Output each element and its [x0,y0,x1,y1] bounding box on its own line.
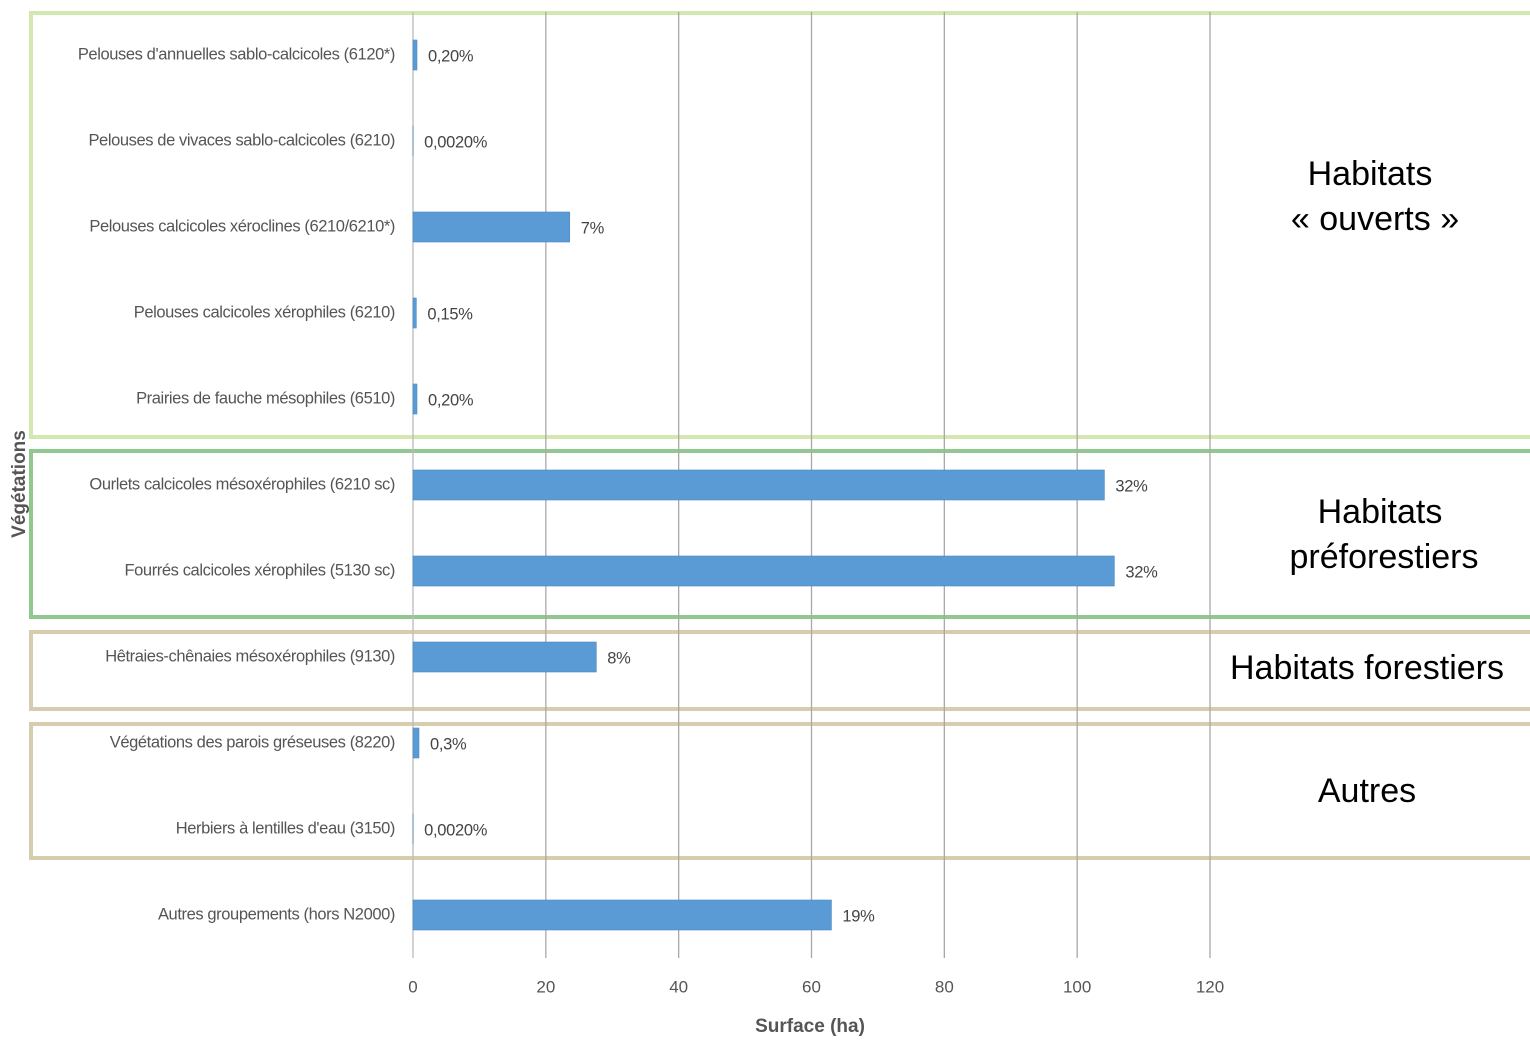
bar [412,641,597,673]
x-tick-label: 60 [802,977,821,996]
bar [412,555,1115,587]
bar-percent-label: 0,15% [427,305,473,323]
x-tick-label: 120 [1196,977,1224,996]
y-tick-label: Pelouses calcicoles xérophiles (6210) [134,303,395,321]
bar-percent-label: 32% [1125,563,1158,581]
bar-percent-label: 19% [842,907,875,925]
x-tick-label: 80 [935,977,954,996]
group-box [29,630,1530,711]
y-tick-label: Pelouses de vivaces sablo-calcicoles (62… [88,131,395,149]
y-tick-label: Prairies de fauche mésophiles (6510) [136,389,395,407]
bar [412,39,418,71]
group-label: Habitats forestiers [1230,649,1504,687]
group-box [29,11,1530,439]
group-label: « ouverts » [1291,200,1459,238]
x-tick-label: 20 [536,977,555,996]
bar-percent-label: 7% [581,219,605,237]
y-tick-label: Pelouses calcicoles xéroclines (6210/621… [89,217,395,235]
y-tick-label: Végétations des parois gréseuses (8220) [110,733,395,751]
x-tick-label: 0 [408,977,417,996]
y-tick-label: Hêtraies-chênaies mésoxérophiles (9130) [105,647,395,665]
bar [412,899,832,931]
group-label: Autres [1318,772,1416,810]
group-label: Habitats [1308,155,1433,193]
bar [412,727,420,759]
group-box [29,722,1530,860]
bar-percent-label: 0,0020% [424,821,488,839]
bar [412,297,417,329]
y-tick-label: Autres groupements (hors N2000) [158,905,395,923]
y-tick-label: Pelouses d'annuelles sablo-calcicoles (6… [78,45,395,63]
bar-percent-label: 0,3% [430,735,467,753]
group-label: Habitats [1318,493,1443,531]
bar-percent-label: 0,0020% [424,133,488,151]
bar [412,469,1105,501]
bar-percent-label: 0,20% [428,391,474,409]
x-tick-label: 40 [669,977,688,996]
x-tick-label: 100 [1063,977,1091,996]
bar [412,383,418,415]
y-tick-label: Ourlets calcicoles mésoxérophiles (6210 … [89,475,395,493]
bar-percent-label: 32% [1115,477,1148,495]
group-label: préforestiers [1290,538,1479,576]
y-tick-label: Fourrés calcicoles xérophiles (5130 sc) [124,561,395,579]
x-axis-label: Surface (ha) [755,1016,865,1037]
y-axis-label: Végétations [9,430,30,538]
group-box [29,449,1530,619]
bar-percent-label: 8% [607,649,631,667]
bar [412,211,571,243]
bar-percent-label: 0,20% [428,47,474,65]
y-tick-label: Herbiers à lentilles d'eau (3150) [176,819,395,837]
